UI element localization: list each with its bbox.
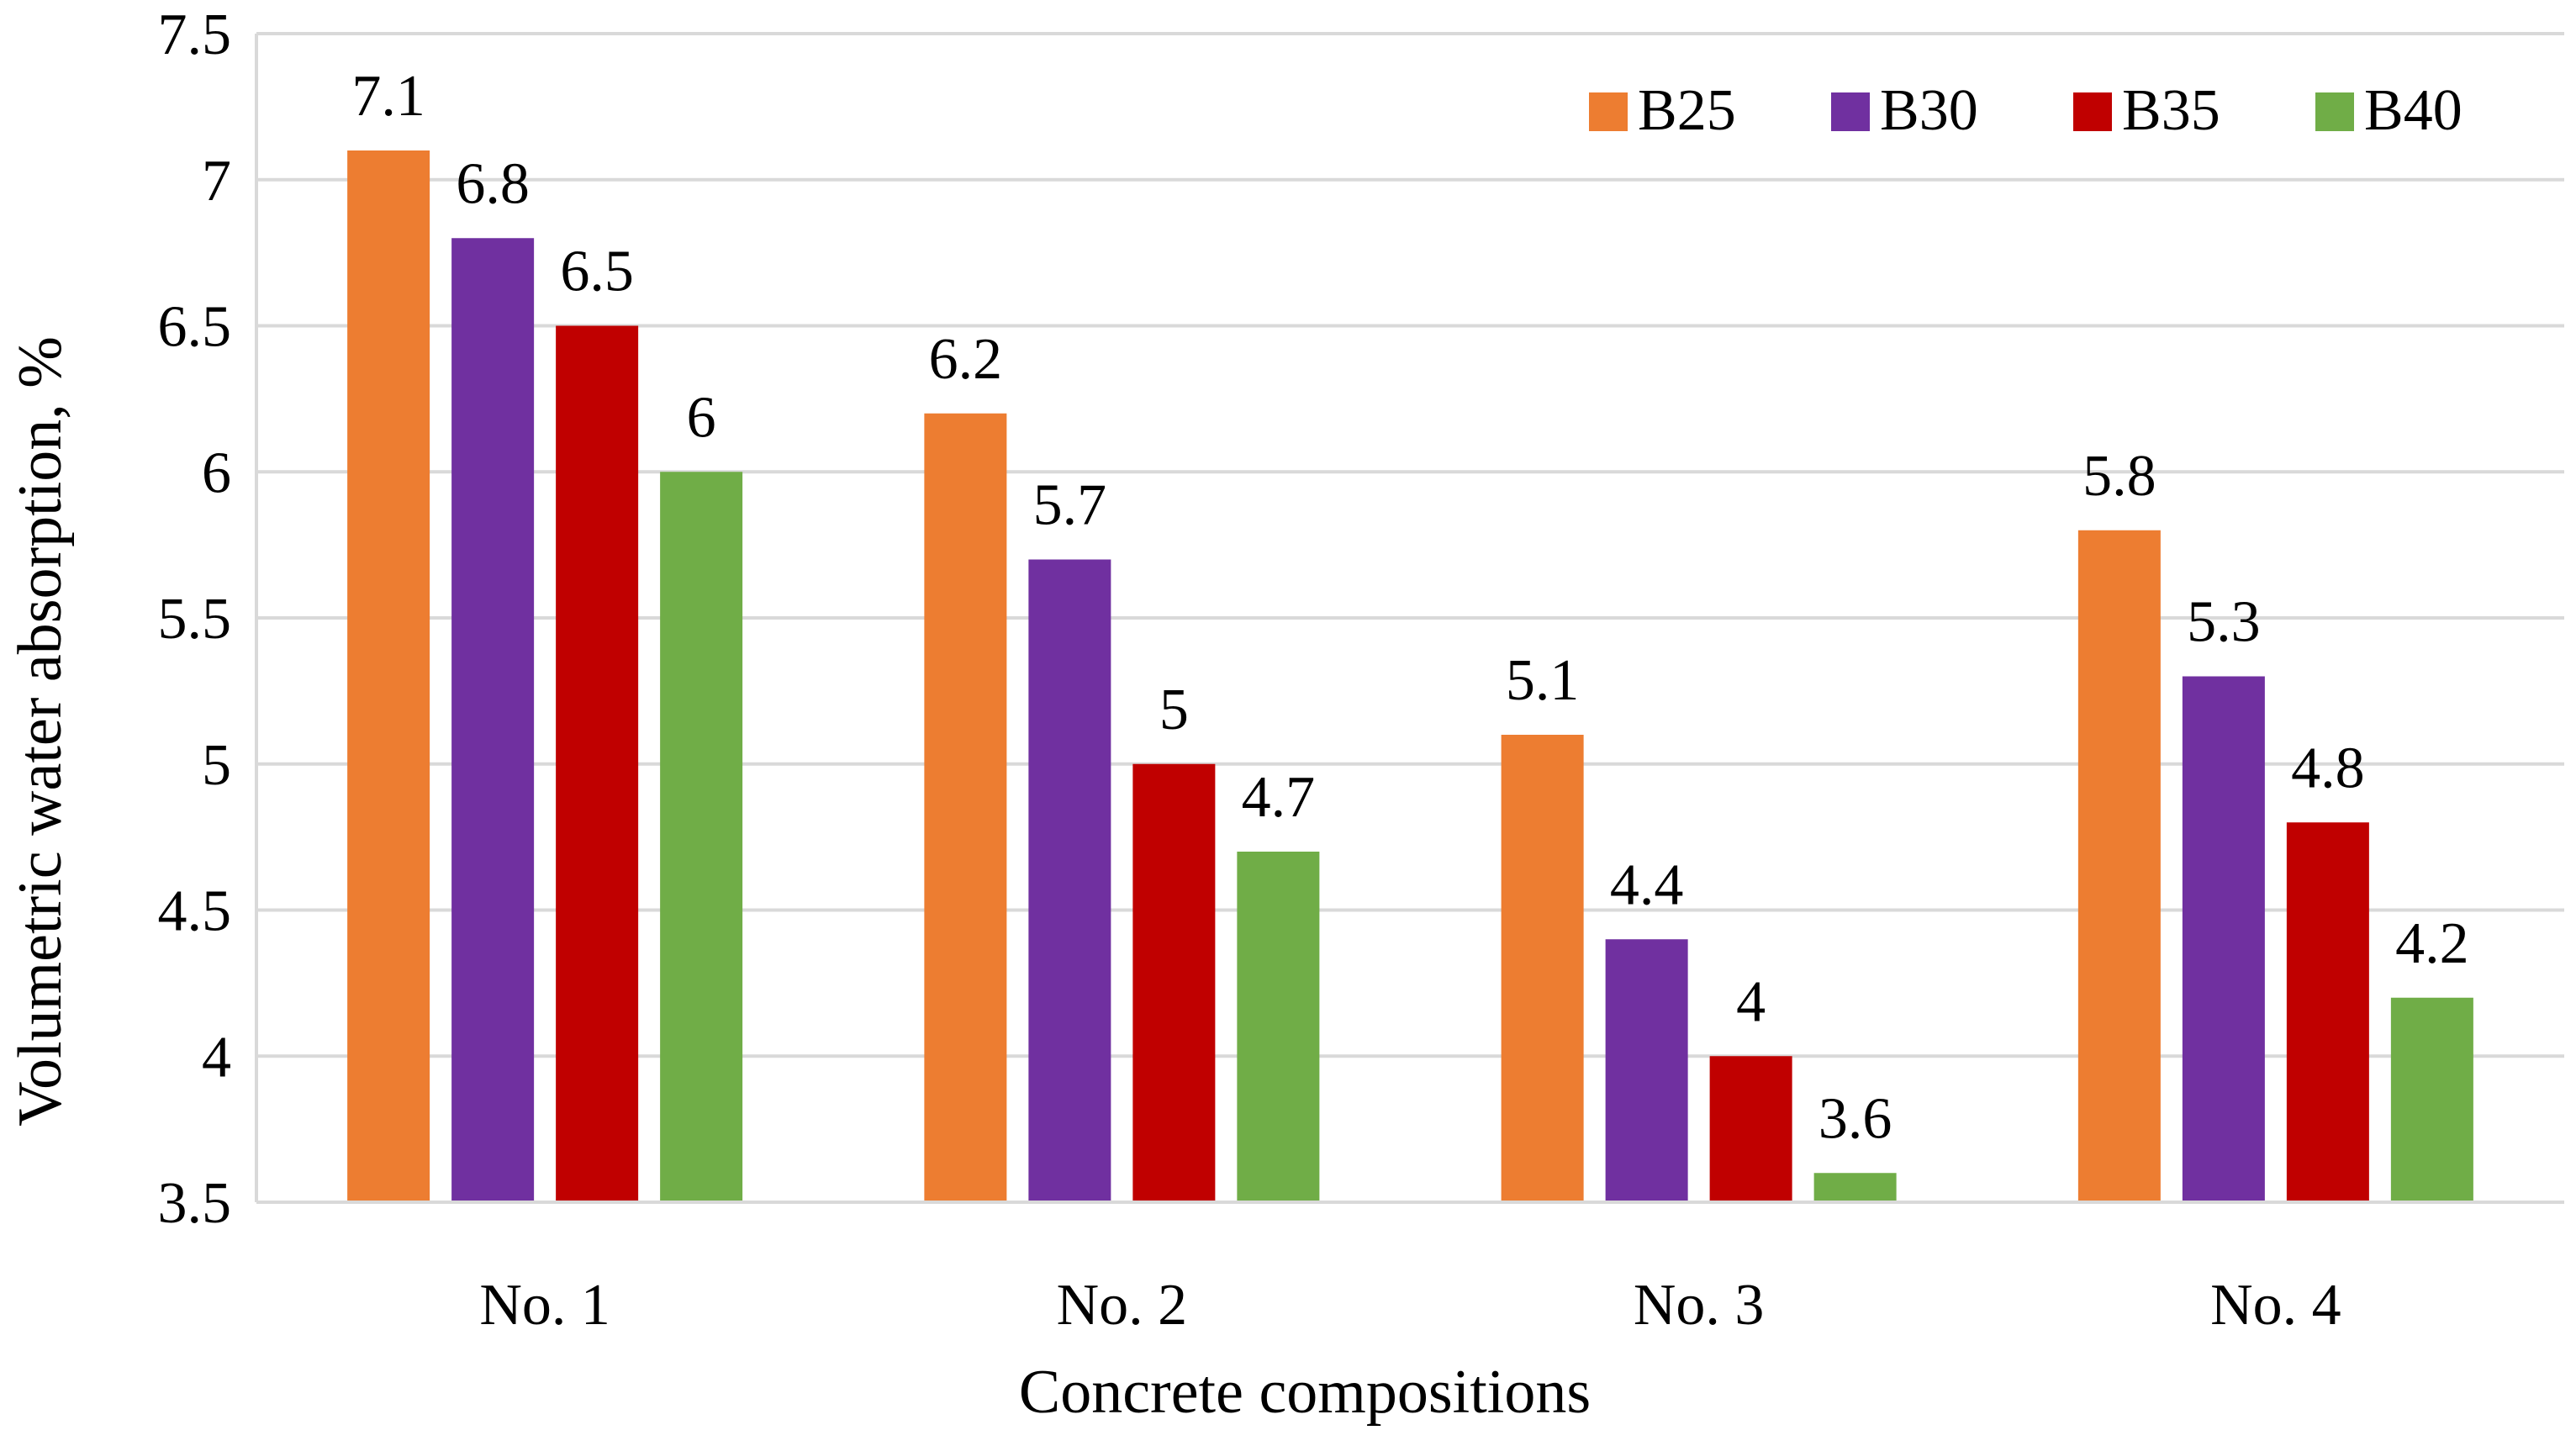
legend-swatch-b35 <box>2073 92 2112 131</box>
bar-b30-1 <box>451 238 535 1202</box>
data-label: 3.6 <box>1819 1086 1892 1151</box>
data-label: 4.2 <box>2395 911 2469 976</box>
y-tick-label: 5.5 <box>158 587 232 652</box>
bar-b30-4 <box>2182 676 2265 1202</box>
data-label: 5.1 <box>1506 648 1580 713</box>
data-label: 6.8 <box>456 151 530 216</box>
bar-b35-1 <box>556 325 639 1202</box>
x-axis-title: Concrete compositions <box>1019 1358 1591 1427</box>
y-tick-label: 7 <box>202 149 231 214</box>
data-label: 4.8 <box>2291 736 2365 800</box>
legend: B25 B30 B35 B40 <box>1589 78 2463 143</box>
bar-b40-1 <box>660 472 743 1202</box>
bar-b40-4 <box>2390 997 2473 1202</box>
legend-label-b35: B35 <box>2122 78 2220 143</box>
bar-b30-3 <box>1605 939 1688 1202</box>
legend-swatch-b30 <box>1831 92 1870 131</box>
y-tick-label: 5 <box>202 733 231 798</box>
bar-b35-2 <box>1132 763 1216 1202</box>
data-label: 6.2 <box>929 327 1003 392</box>
data-label: 6 <box>687 385 716 450</box>
data-labels: 7.1 6.8 6.5 6 6.2 5.7 5 4.7 5.1 4.4 4 3.6 5.8 5.3 4.8 4… <box>351 64 2468 1151</box>
bar-b30-2 <box>1028 559 1111 1202</box>
y-tick-label: 7.5 <box>158 3 232 67</box>
bar-b40-2 <box>1237 852 1320 1202</box>
axes: 3.5 4 4.5 5 5.5 6 6.5 7 7.5 No. 1 No. 2 No. 3 No. 4 <box>158 3 2564 1338</box>
data-label: 5.8 <box>2082 444 2156 509</box>
legend-swatch-b25 <box>1589 92 1628 131</box>
y-axis-title: Volumetric water absorption, % <box>6 336 75 1127</box>
gridlines <box>256 32 2564 1204</box>
data-label: 4.7 <box>1242 765 1316 830</box>
x-tick-label: No. 3 <box>1634 1273 1765 1338</box>
bar-b35-4 <box>2286 822 2369 1202</box>
x-tick-label: No. 2 <box>1057 1273 1188 1338</box>
bar-b25-3 <box>1501 735 1584 1202</box>
y-tick-label: 3.5 <box>158 1171 232 1236</box>
bar-b25-1 <box>347 150 430 1202</box>
x-tick-label: No. 1 <box>479 1273 610 1338</box>
legend-label-b25: B25 <box>1638 78 1736 143</box>
legend-swatch-b40 <box>2315 92 2354 131</box>
y-tick-label: 6 <box>202 441 231 505</box>
data-label: 5.7 <box>1033 473 1107 538</box>
legend-label-b40: B40 <box>2364 78 2463 143</box>
bar-b25-2 <box>924 413 1007 1202</box>
data-label: 6.5 <box>560 240 634 304</box>
bar-b25-4 <box>2077 530 2161 1202</box>
y-tick-label: 4 <box>202 1025 231 1090</box>
y-tick-label: 4.5 <box>158 879 232 944</box>
data-label: 5.3 <box>2187 590 2261 655</box>
bars <box>347 150 2473 1202</box>
bar-b40-3 <box>1813 1173 1897 1202</box>
bar-b35-3 <box>1709 1056 1792 1202</box>
y-tick-label: 6.5 <box>158 295 232 360</box>
data-label: 4 <box>1736 969 1766 1034</box>
data-label: 7.1 <box>351 64 425 129</box>
legend-label-b30: B30 <box>1880 78 1978 143</box>
data-label: 5 <box>1159 678 1189 742</box>
data-label: 4.4 <box>1610 852 1684 917</box>
x-tick-label: No. 4 <box>2210 1273 2341 1338</box>
